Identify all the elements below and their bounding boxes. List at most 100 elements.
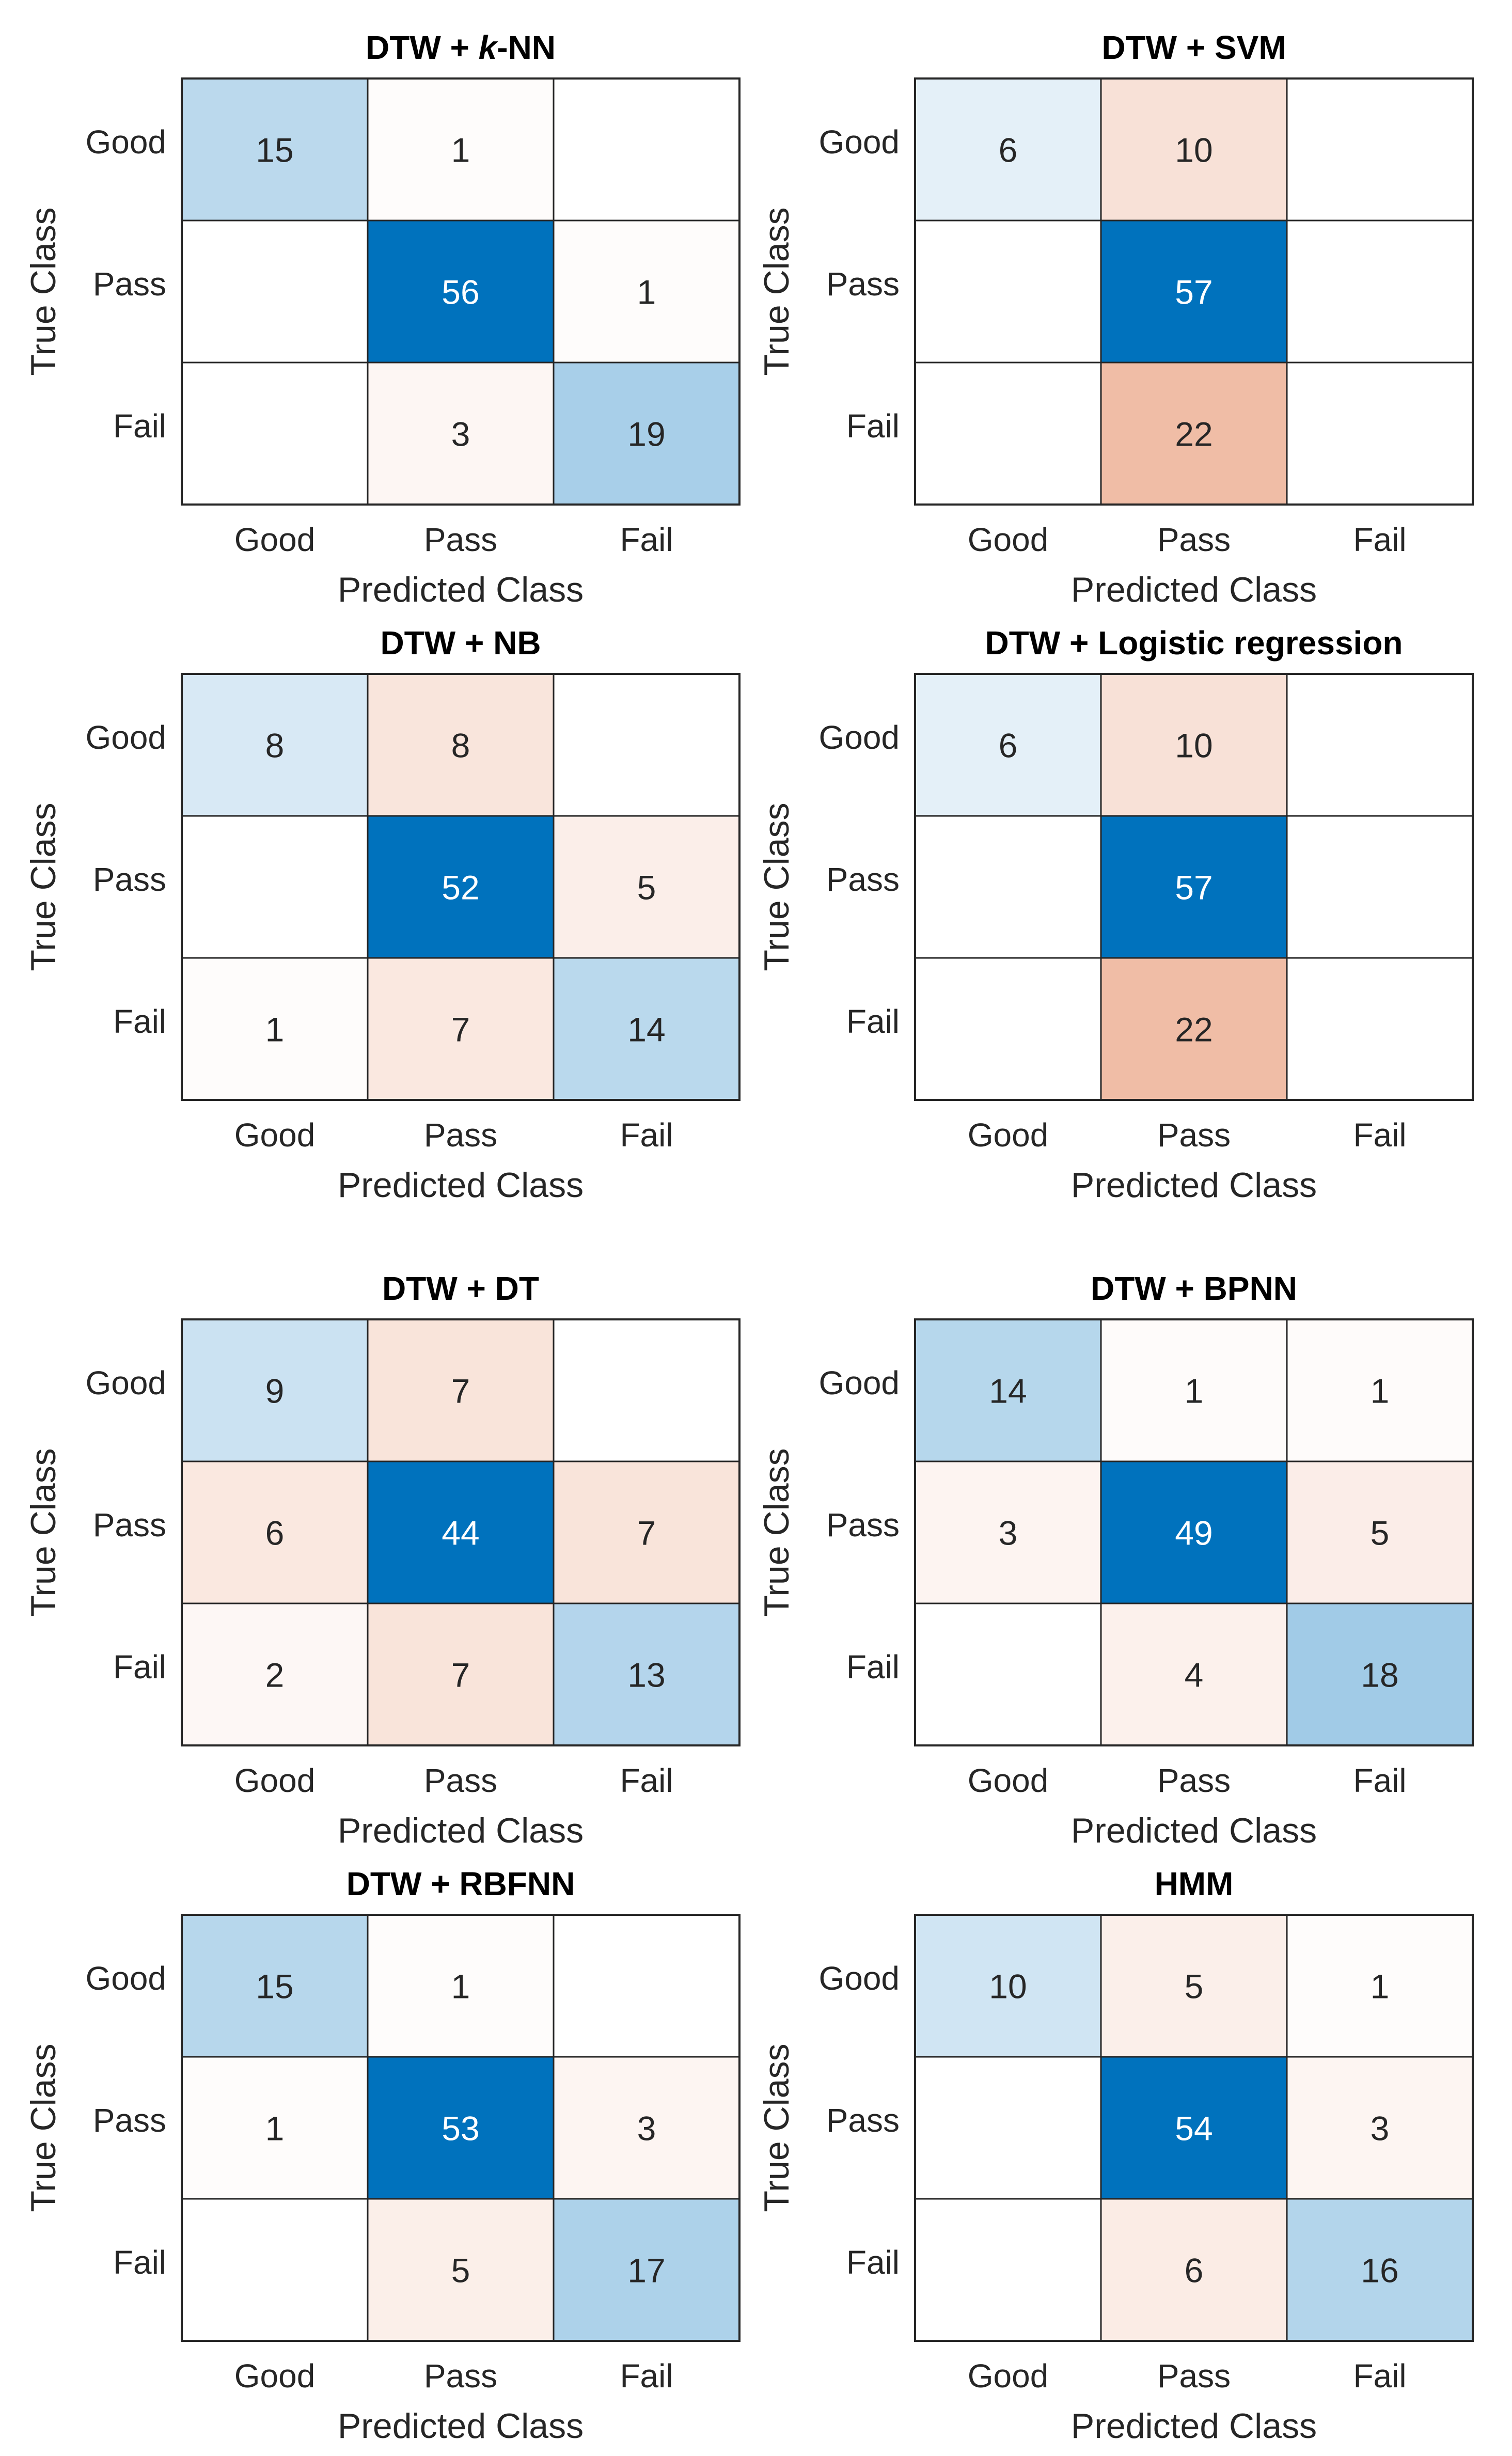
y-axis-label: True Class	[24, 1448, 63, 1616]
row-tick-label: Fail	[846, 407, 900, 445]
cell-value-label: 7	[451, 1372, 470, 1410]
col-tick-label: Fail	[1353, 1116, 1406, 1154]
row-tick-label: Pass	[93, 265, 166, 303]
row-tick-label: Fail	[846, 2244, 900, 2281]
cell-value-label: 2	[265, 1656, 285, 1694]
row-tick-label: Good	[818, 123, 900, 161]
matrix-cell	[181, 815, 369, 959]
matrix-cell	[1286, 77, 1474, 222]
cell-value-label: 22	[1175, 1010, 1212, 1048]
matrix-cell	[367, 1914, 555, 2058]
y-axis-label: True Class	[24, 207, 63, 375]
y-axis-label: True Class	[757, 802, 796, 971]
x-axis-label: Predicted Class	[1071, 2406, 1317, 2446]
panel-title: HMM	[1155, 1865, 1234, 1902]
matrix-cell	[553, 77, 741, 222]
cell-value-label: 14	[627, 1010, 665, 1048]
x-axis-label: Predicted Class	[338, 1811, 584, 1850]
col-tick-label: Pass	[1157, 2357, 1231, 2395]
matrix-cell	[553, 1914, 741, 2058]
col-tick-label: Fail	[620, 1762, 673, 1799]
cell-value-label: 3	[999, 1514, 1018, 1552]
x-axis-label: Predicted Class	[338, 2406, 584, 2446]
col-tick-label: Fail	[1353, 1762, 1406, 1799]
row-tick-label: Pass	[93, 861, 166, 898]
matrix-cell	[181, 1602, 369, 1746]
matrix-cell	[181, 1460, 369, 1604]
matrix-frame	[181, 1914, 741, 2342]
row-tick-label: Fail	[113, 1648, 166, 1686]
panel-title: DTW + NB	[380, 624, 541, 662]
matrix-cell	[914, 815, 1102, 959]
matrix-frame	[914, 673, 1474, 1101]
matrix-cell	[181, 1318, 369, 1462]
cell-value-label: 5	[1371, 1514, 1390, 1552]
col-tick-label: Pass	[1157, 1116, 1231, 1154]
cell-value-label: 6	[999, 726, 1018, 764]
cell-value-label: 8	[265, 726, 285, 764]
col-tick-label: Pass	[1157, 521, 1231, 558]
confusion-matrix-panel: 8 8 52 5 1 7 14 Good Pass Fail Good Pass Fail Predict…	[24, 624, 741, 1205]
cell-value-label: 22	[1175, 415, 1212, 453]
matrix-cell	[553, 1460, 741, 1604]
cell-value-label: 1	[1185, 1372, 1204, 1410]
matrix-cell	[367, 2198, 555, 2342]
x-axis-label: Predicted Class	[1071, 1811, 1317, 1850]
panel-title: DTW + SVM	[1101, 29, 1286, 66]
col-tick-label: Fail	[1353, 521, 1406, 558]
panel-title: DTW + DT	[382, 1270, 539, 1307]
cell-value-label: 52	[442, 868, 479, 906]
cell-value-label: 10	[1175, 131, 1212, 169]
x-axis-label: Predicted Class	[1071, 1166, 1317, 1205]
cell-value-label: 1	[265, 1010, 285, 1048]
col-tick-label: Good	[968, 2357, 1049, 2395]
panel-title: DTW + Logistic regression	[985, 624, 1403, 662]
matrix-cell	[1286, 2198, 1474, 2342]
col-tick-label: Good	[234, 2357, 316, 2395]
row-tick-label: Pass	[826, 265, 900, 303]
row-tick-label: Good	[85, 123, 166, 161]
cell-value-label: 17	[627, 2251, 665, 2289]
row-tick-label: Fail	[113, 407, 166, 445]
cell-value-label: 3	[451, 415, 470, 453]
matrix-cell	[553, 815, 741, 959]
matrix-cell	[181, 1914, 369, 2058]
matrix-cell	[1100, 77, 1288, 222]
cell-value-label: 7	[637, 1514, 656, 1552]
matrix-cell	[367, 957, 555, 1101]
cell-value-label: 54	[1175, 2109, 1212, 2147]
col-tick-label: Good	[968, 521, 1049, 558]
matrix-cell	[914, 1318, 1102, 1462]
col-tick-label: Pass	[424, 1762, 497, 1799]
matrix-cell	[914, 2056, 1102, 2200]
confusion-matrix-panel: 10 5 1 54 3 6 16 Good Pass Fail Good Pass Fail Predic…	[757, 1865, 1474, 2446]
matrix-cell	[1286, 219, 1474, 364]
cell-value-label: 53	[442, 2109, 479, 2147]
matrix-cell	[181, 957, 369, 1101]
matrix-cell	[1100, 219, 1288, 364]
matrix-cell	[1100, 1602, 1288, 1746]
confusion-matrix-panel: 6 10 57 22 Good Pass Fail Good Pass Fail Predicted…	[757, 624, 1474, 1205]
matrix-cell	[914, 1914, 1102, 2058]
matrix-cell	[553, 1602, 741, 1746]
col-tick-label: Good	[234, 1116, 316, 1154]
matrix-cell	[181, 2056, 369, 2200]
cell-value-label: 14	[989, 1372, 1027, 1410]
matrix-frame	[181, 1318, 741, 1746]
col-tick-label: Fail	[620, 2357, 673, 2395]
matrix-cell	[181, 77, 369, 222]
matrix-cell	[1286, 1914, 1474, 2058]
row-tick-label: Pass	[826, 861, 900, 898]
cell-value-label: 57	[1175, 273, 1212, 311]
panel-title: DTW + k-NN	[366, 29, 556, 66]
matrix-cell	[553, 673, 741, 817]
cell-value-label: 1	[451, 131, 470, 169]
x-axis-label: Predicted Class	[338, 570, 584, 609]
cell-value-label: 1	[1371, 1372, 1390, 1410]
col-tick-label: Fail	[620, 521, 673, 558]
matrix-cell	[367, 673, 555, 817]
row-tick-label: Fail	[846, 1648, 900, 1686]
row-tick-label: Good	[818, 1364, 900, 1402]
